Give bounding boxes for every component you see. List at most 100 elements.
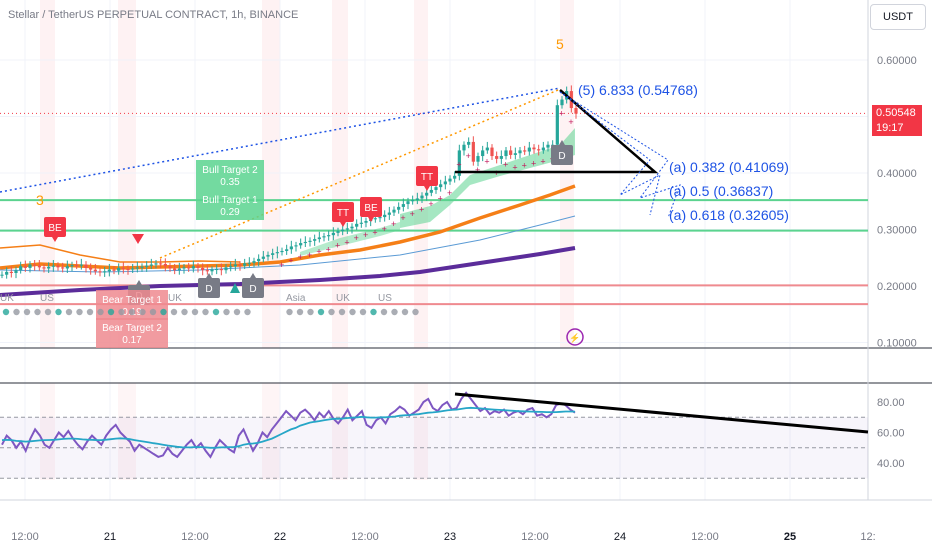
- candle: [33, 260, 37, 271]
- candle: [336, 227, 340, 237]
- candle-body: [532, 147, 536, 150]
- candle-body: [275, 252, 279, 254]
- bear-target-box-value: 0.17: [122, 335, 142, 346]
- trend-marker: +: [298, 252, 303, 262]
- fib-label: (5) 6.833 (0.54768): [578, 82, 698, 98]
- candle-body: [219, 269, 223, 271]
- candle: [47, 262, 51, 274]
- candle-body: [233, 264, 237, 267]
- marker-box: [360, 197, 382, 217]
- lightning-glyph: ⚡: [569, 332, 580, 344]
- session-dot: [349, 308, 356, 316]
- fib-label: (a) 0.382 (0.41069): [669, 159, 789, 175]
- time-tick-label: 12:00: [521, 531, 549, 543]
- rsi-tick-label: 60.00: [877, 428, 905, 440]
- candle: [163, 258, 167, 272]
- candle: [140, 263, 144, 272]
- candle: [56, 262, 60, 271]
- currency-selector[interactable]: USDT: [870, 4, 926, 30]
- candle: [443, 175, 447, 190]
- candle-body: [453, 175, 457, 179]
- candle-body: [112, 269, 116, 271]
- candle-body: [448, 178, 452, 182]
- candle: [154, 260, 158, 269]
- candle: [364, 217, 368, 228]
- bull-target-box-value: 0.29: [220, 207, 240, 218]
- candle-body: [331, 232, 335, 236]
- session-band: [40, 383, 55, 480]
- candle: [75, 260, 79, 270]
- candle: [117, 263, 121, 275]
- trend-marker: +: [540, 157, 545, 167]
- candle-body: [359, 222, 363, 224]
- candle-body: [289, 246, 293, 250]
- candle: [42, 263, 46, 273]
- candle-body: [47, 266, 51, 269]
- trend-marker: +: [316, 247, 321, 257]
- trend-marker: +: [400, 213, 405, 223]
- candle: [107, 263, 111, 277]
- candle-body: [135, 267, 139, 269]
- trend-marker: +: [419, 205, 424, 215]
- trend-marker: +: [326, 244, 331, 254]
- candle-body: [196, 266, 200, 268]
- candle: [229, 261, 233, 272]
- session-label: US: [40, 293, 54, 304]
- time-tick-label: 12:00: [11, 531, 39, 543]
- candle: [84, 261, 88, 273]
- candle: [112, 266, 116, 275]
- candle: [462, 141, 466, 156]
- trend-marker: +: [559, 109, 564, 119]
- time-tick-label: 12:: [860, 531, 875, 543]
- candle: [392, 206, 396, 216]
- candle: [303, 236, 307, 248]
- candle: [308, 237, 312, 247]
- candle: [70, 261, 74, 272]
- candle-body: [243, 263, 247, 266]
- countdown-tag: 19:17: [872, 120, 922, 136]
- bull-target-box-bg: [196, 160, 264, 190]
- candle-body: [163, 263, 167, 267]
- candle-body: [523, 150, 527, 152]
- candle: [9, 266, 13, 278]
- candle-body: [411, 200, 415, 202]
- session-label: UK: [168, 293, 182, 304]
- candle-body: [173, 268, 177, 271]
- candle-body: [257, 258, 261, 262]
- candle-body: [537, 149, 541, 151]
- candle: [355, 219, 359, 231]
- candle-body: [187, 267, 191, 269]
- candle: [322, 232, 326, 242]
- candle-body: [103, 271, 107, 273]
- marker-box: [242, 278, 264, 298]
- session-dot: [338, 308, 346, 316]
- candle: [299, 238, 303, 249]
- candle: [485, 141, 489, 154]
- symbol-title[interactable]: Stellar / TetherUS PERPETUAL CONTRACT, 1…: [8, 9, 299, 21]
- bull-target-box-label: Bull Target 1: [202, 195, 258, 206]
- bear-target-box: Bear Target 10.19: [96, 290, 168, 320]
- session-dot: [401, 308, 409, 316]
- session-dot: [223, 308, 230, 316]
- candle: [574, 104, 578, 119]
- marker-box: [198, 278, 220, 298]
- candle-body: [70, 265, 74, 267]
- candle: [205, 264, 209, 275]
- candle-body: [373, 218, 377, 220]
- candle-body: [224, 267, 228, 271]
- candle: [191, 260, 195, 273]
- ichimoku-cloud: [400, 128, 575, 228]
- candle-body: [509, 150, 513, 155]
- candle-body: [392, 209, 396, 213]
- candle-body: [229, 266, 233, 268]
- candle: [61, 262, 65, 273]
- candle: [406, 197, 410, 210]
- candle-body: [0, 274, 4, 276]
- candle-body: [140, 266, 144, 268]
- session-dot: [2, 308, 10, 316]
- candle-body: [56, 265, 60, 268]
- candle: [51, 260, 55, 272]
- candle: [476, 152, 480, 167]
- marker-label: D: [249, 284, 256, 295]
